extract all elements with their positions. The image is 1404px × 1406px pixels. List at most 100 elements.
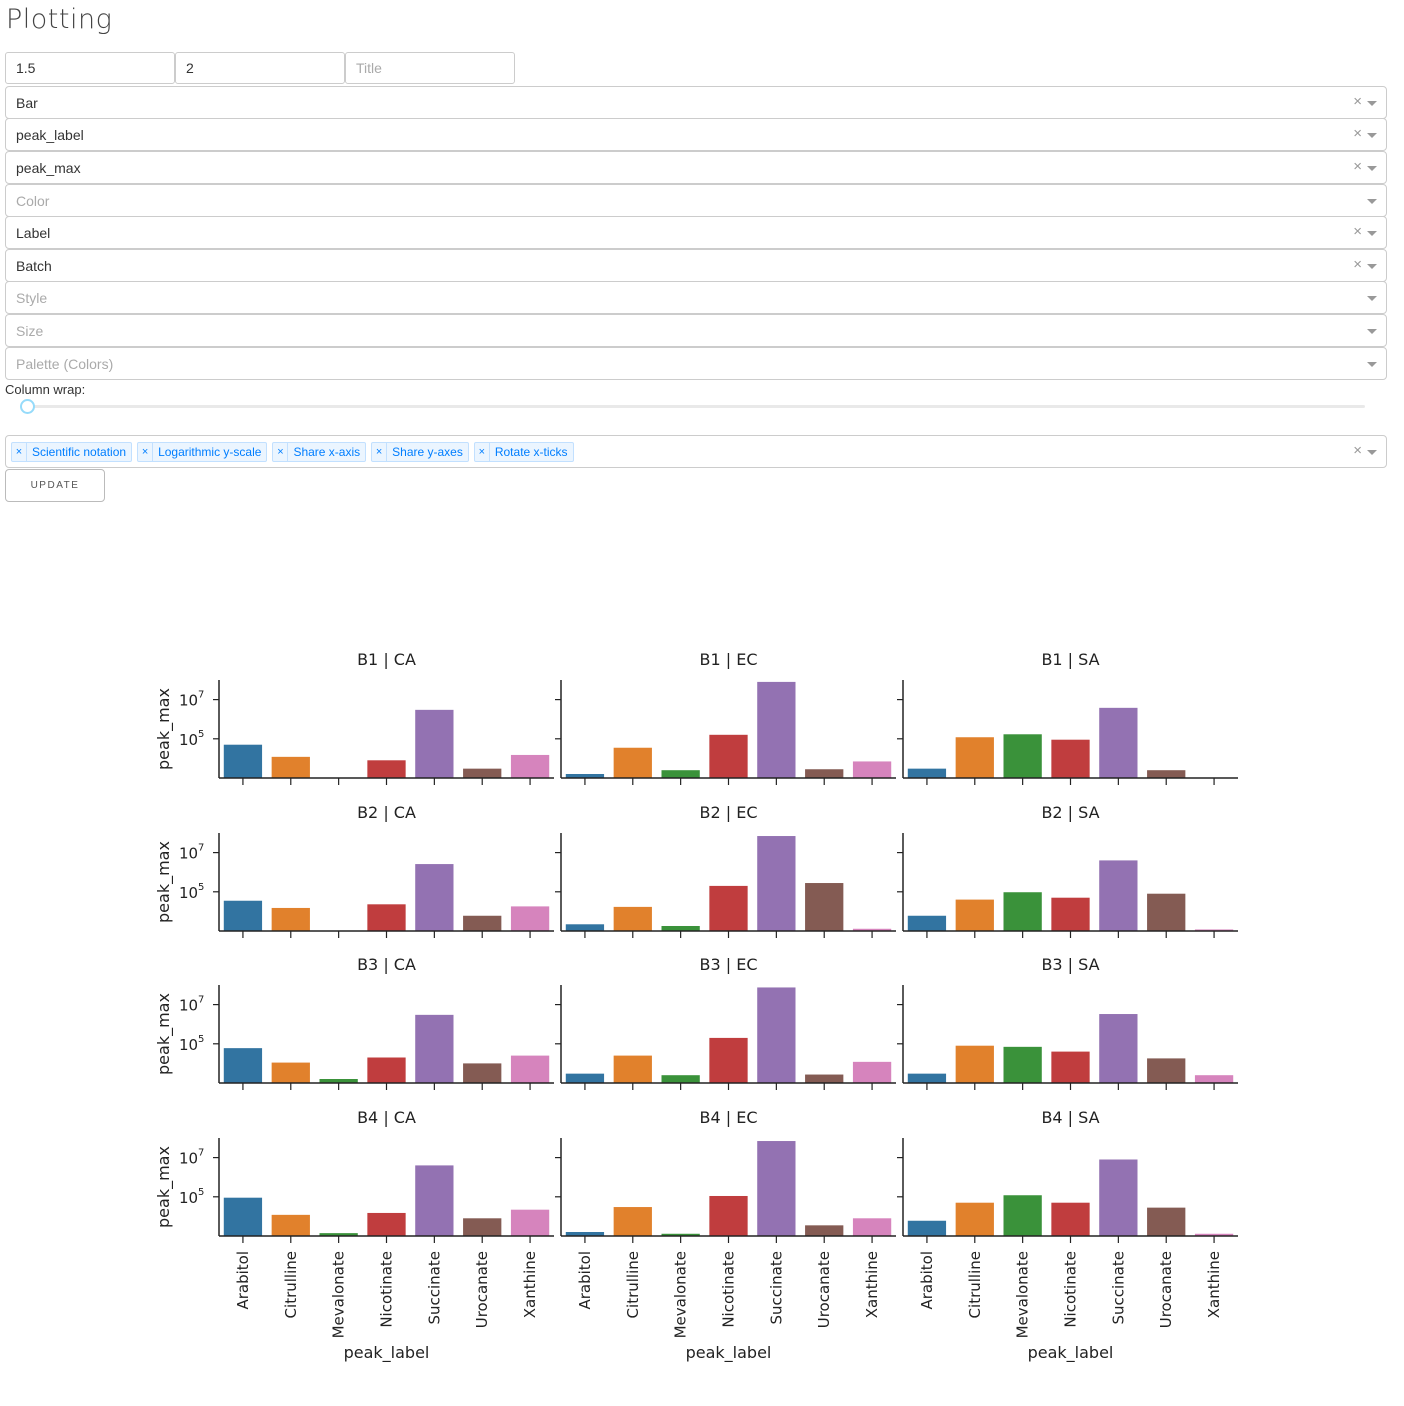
option-tag: × Logarithmic y-scale <box>137 442 268 462</box>
bar <box>852 761 892 778</box>
bar <box>805 1225 844 1236</box>
height-input[interactable] <box>5 52 175 84</box>
bar <box>613 1207 652 1236</box>
bar <box>1099 1159 1138 1236</box>
x-tick-label: Urocanate <box>473 1251 491 1328</box>
option-tag: × Share y-axes <box>371 442 469 462</box>
remove-tag-icon[interactable]: × <box>475 443 490 461</box>
clear-icon[interactable]: × <box>1353 158 1362 175</box>
bar <box>709 734 748 778</box>
bar <box>757 681 796 778</box>
chevron-down-icon[interactable] <box>1367 362 1377 367</box>
bar <box>613 747 652 778</box>
chevron-down-icon[interactable] <box>1367 133 1377 138</box>
bar <box>510 906 550 931</box>
bar <box>907 1220 947 1236</box>
chevron-down-icon[interactable] <box>1367 450 1377 455</box>
panel-title: B4 | CA <box>357 1108 416 1127</box>
clear-icon[interactable]: × <box>1353 125 1362 142</box>
x-tick-label: Citrulline <box>282 1251 300 1318</box>
option-tag-label: Logarithmic y-scale <box>158 445 262 459</box>
bar <box>757 1141 796 1236</box>
x-tick-label: Succinate <box>767 1251 785 1325</box>
bar <box>1003 1046 1042 1083</box>
title-input[interactable] <box>345 52 515 84</box>
bar <box>565 1073 605 1083</box>
remove-tag-icon[interactable]: × <box>138 443 154 461</box>
palette-dropdown-value: Palette (Colors) <box>16 356 114 372</box>
y-axis-label: peak_max <box>154 1146 174 1228</box>
size-dropdown-value: Size <box>16 323 44 339</box>
x-axis-label: peak_label <box>1028 1343 1114 1363</box>
x-dropdown-value: peak_label <box>16 127 84 143</box>
clear-icon[interactable]: × <box>1353 223 1362 240</box>
bar <box>271 1214 310 1236</box>
page-title: Plotting <box>6 4 113 35</box>
bar <box>955 899 994 931</box>
col-dropdown[interactable]: Label × <box>5 216 1387 249</box>
bar <box>1051 1202 1090 1236</box>
x-tick-label: Mevalonate <box>330 1251 348 1338</box>
column-wrap-slider-rail[interactable] <box>27 405 1365 408</box>
panel-title: B4 | EC <box>700 1108 758 1127</box>
chevron-down-icon[interactable] <box>1367 264 1377 269</box>
chevron-down-icon[interactable] <box>1367 329 1377 334</box>
y-tick-exponent: 5 <box>198 729 204 740</box>
chevron-down-icon[interactable] <box>1367 296 1377 301</box>
x-tick-label: Nicotinate <box>378 1251 396 1328</box>
x-tick-label: Xanthine <box>521 1251 539 1318</box>
y-tick-exponent: 7 <box>198 995 204 1006</box>
clear-icon[interactable]: × <box>1353 256 1362 273</box>
y-axis-label: peak_max <box>154 993 174 1075</box>
panel-title: B1 | SA <box>1041 650 1099 669</box>
bar <box>510 754 550 778</box>
panel-title: B1 | CA <box>357 650 416 669</box>
size-dropdown[interactable]: Size <box>5 314 1387 347</box>
bar <box>319 1078 358 1083</box>
y-axis-label: peak_max <box>154 841 174 923</box>
bar <box>271 907 310 931</box>
style-dropdown[interactable]: Style <box>5 281 1387 314</box>
bar <box>463 1218 502 1236</box>
bar <box>907 915 947 931</box>
bar <box>955 1045 994 1083</box>
remove-tag-icon[interactable]: × <box>12 443 27 461</box>
x-tick-label: Xanthine <box>863 1251 881 1318</box>
x-dropdown[interactable]: peak_label × <box>5 118 1387 151</box>
chevron-down-icon[interactable] <box>1367 101 1377 106</box>
chevron-down-icon[interactable] <box>1367 166 1377 171</box>
y-tick-label: 10 <box>179 884 198 902</box>
bar <box>757 987 796 1083</box>
row-dropdown[interactable]: Batch × <box>5 249 1387 282</box>
palette-dropdown[interactable]: Palette (Colors) <box>5 347 1387 380</box>
y-tick-label: 10 <box>179 731 198 749</box>
bar <box>661 770 700 778</box>
column-wrap-slider-handle[interactable] <box>20 399 35 414</box>
clear-icon[interactable]: × <box>1353 93 1362 110</box>
remove-tag-icon[interactable]: × <box>273 443 289 461</box>
y-dropdown[interactable]: peak_max × <box>5 151 1387 184</box>
clear-icon[interactable]: × <box>1353 442 1362 459</box>
option-tag: × Rotate x-ticks <box>473 442 574 462</box>
y-tick-label: 10 <box>179 997 198 1015</box>
chevron-down-icon[interactable] <box>1367 199 1377 204</box>
panel-title: B2 | EC <box>700 803 758 822</box>
remove-tag-icon[interactable]: × <box>372 443 388 461</box>
bar <box>805 1074 844 1083</box>
y-tick-label: 10 <box>179 692 198 710</box>
row-dropdown-value: Batch <box>16 258 52 274</box>
y-tick-exponent: 5 <box>198 1034 204 1045</box>
plot-options-multiselect[interactable]: × Scientific notation × Logarithmic y-scale… <box>5 435 1387 468</box>
aspect-input[interactable] <box>175 52 345 84</box>
chevron-down-icon[interactable] <box>1367 231 1377 236</box>
y-tick-label: 10 <box>179 1150 198 1168</box>
col-dropdown-value: Label <box>16 225 51 241</box>
bar <box>661 925 700 931</box>
style-dropdown-value: Style <box>16 290 48 306</box>
color-dropdown[interactable]: Color <box>5 184 1387 217</box>
y-tick-label: 10 <box>179 1189 198 1207</box>
bar <box>565 1231 605 1236</box>
bar <box>367 904 406 931</box>
bar <box>1147 770 1186 778</box>
update-button[interactable]: UPDATE <box>5 469 105 502</box>
